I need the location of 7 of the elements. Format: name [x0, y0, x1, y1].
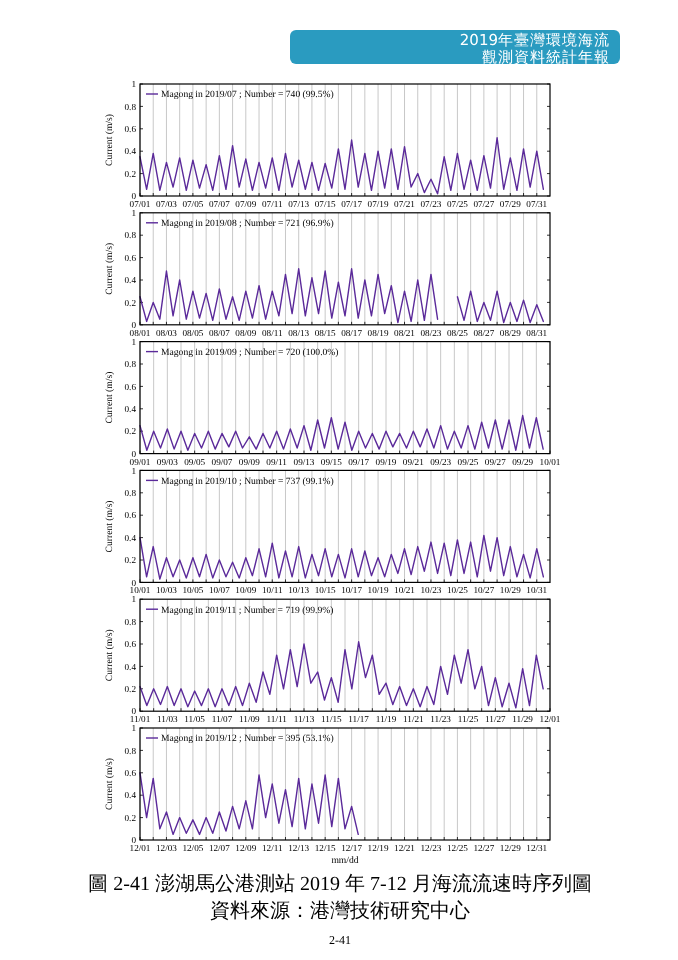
line-series: [139, 414, 544, 451]
line-series: [139, 641, 544, 709]
line-series: [139, 534, 545, 580]
caption: 圖 2-41 澎湖馬公港測站 2019 年 7-12 月海流流速時序列圖: [88, 872, 592, 896]
line-series: [139, 137, 545, 195]
line-series: [139, 772, 359, 836]
source-note: 資料來源：港灣技術研究中心: [210, 899, 470, 923]
